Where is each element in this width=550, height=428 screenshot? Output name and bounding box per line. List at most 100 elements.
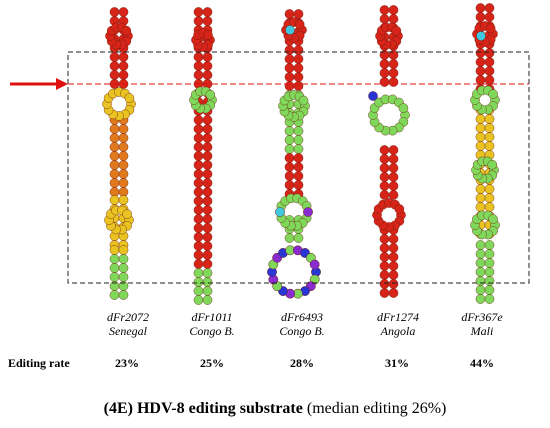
nucleotide bbox=[193, 214, 204, 224]
nucleotide bbox=[275, 207, 285, 217]
nucleotide bbox=[475, 3, 486, 13]
structure-label-dFr367e: dFr367e Mali bbox=[442, 310, 522, 338]
nucleotide bbox=[388, 261, 399, 271]
nucleotide bbox=[475, 193, 486, 203]
nucleotide bbox=[193, 133, 204, 143]
nucleotide bbox=[488, 89, 498, 99]
nucleotide bbox=[484, 66, 495, 76]
nucleotide bbox=[284, 45, 295, 55]
nucleotide bbox=[284, 63, 295, 73]
nucleotide bbox=[202, 16, 213, 26]
nucleotide bbox=[484, 193, 495, 203]
nucleotide bbox=[379, 68, 390, 78]
nucleotide bbox=[124, 93, 135, 103]
nucleotide bbox=[379, 59, 390, 69]
nucleotide bbox=[293, 45, 304, 55]
nucleotide bbox=[118, 245, 129, 255]
nucleotide bbox=[202, 259, 213, 269]
nucleotide bbox=[118, 151, 129, 161]
nucleotide bbox=[484, 48, 495, 58]
nucleotide bbox=[202, 286, 213, 296]
nucleotide bbox=[368, 91, 378, 101]
nucleotide bbox=[293, 63, 304, 73]
nucleotide bbox=[484, 285, 495, 295]
nucleotide bbox=[379, 261, 390, 271]
structure-name: dFr2072 bbox=[107, 310, 149, 324]
nucleotide bbox=[388, 5, 399, 15]
nucleotide bbox=[475, 285, 486, 295]
nucleotide bbox=[202, 277, 213, 287]
nucleotide bbox=[475, 114, 486, 124]
nucleotide bbox=[284, 81, 295, 91]
nucleotide bbox=[293, 233, 304, 243]
structure-origin: Congo B. bbox=[189, 324, 235, 338]
nucleotide bbox=[391, 25, 402, 36]
nucleotide bbox=[484, 141, 495, 151]
nucleotide bbox=[118, 133, 129, 143]
nucleotide bbox=[293, 153, 304, 163]
nucleotide bbox=[487, 159, 498, 170]
nucleotide bbox=[109, 124, 120, 134]
nucleotide bbox=[475, 276, 486, 286]
nucleotide bbox=[202, 187, 213, 197]
nucleotide bbox=[202, 115, 213, 125]
nucleotide bbox=[109, 133, 120, 143]
nucleotide bbox=[293, 144, 304, 154]
nucleotide bbox=[379, 181, 390, 191]
structure-label-dFr1011: dFr1011 Congo B. bbox=[172, 310, 252, 338]
nucleotide bbox=[193, 160, 204, 170]
editing-rate-dFr2072: 23% bbox=[115, 356, 139, 370]
nucleotide bbox=[475, 294, 486, 304]
editing-rate-dFr6493: 28% bbox=[290, 356, 314, 370]
nucleotide bbox=[193, 232, 204, 242]
structure-label-dFr1274: dFr1274 Angola bbox=[358, 310, 438, 338]
nucleotide bbox=[475, 240, 486, 250]
nucleotide bbox=[202, 160, 213, 170]
nucleotide bbox=[118, 7, 129, 17]
nucleotide bbox=[488, 214, 498, 224]
nucleotide bbox=[484, 249, 495, 259]
nucleotide bbox=[193, 70, 204, 80]
nucleotide bbox=[202, 232, 213, 242]
nucleotide bbox=[379, 77, 390, 87]
nucleotide bbox=[193, 277, 204, 287]
nucleotide bbox=[388, 163, 399, 173]
nucleotide bbox=[118, 52, 129, 62]
nucleotide bbox=[484, 57, 495, 67]
structure-origin: Mali bbox=[470, 324, 494, 338]
nucleotide bbox=[293, 81, 304, 91]
nucleotide bbox=[398, 103, 409, 113]
nucleotide bbox=[298, 95, 309, 106]
nucleotide bbox=[475, 12, 486, 22]
nucleotide bbox=[379, 243, 390, 253]
nucleotide bbox=[293, 126, 304, 136]
nucleotide bbox=[118, 272, 129, 282]
nucleotide bbox=[193, 295, 204, 305]
nucleotide bbox=[388, 154, 399, 164]
nucleotide bbox=[388, 172, 399, 182]
nucleotide bbox=[484, 294, 495, 304]
nucleotide bbox=[202, 223, 213, 233]
nucleotide bbox=[475, 141, 486, 151]
nucleotide bbox=[284, 72, 295, 82]
nucleotide bbox=[193, 142, 204, 152]
nucleotide bbox=[109, 160, 120, 170]
nucleotide bbox=[202, 250, 213, 260]
nucleotide bbox=[193, 196, 204, 206]
nucleotide bbox=[202, 295, 213, 305]
nucleotide bbox=[293, 162, 304, 172]
nucleotide bbox=[118, 124, 129, 134]
nucleotide bbox=[484, 114, 495, 124]
structure-name: dFr1274 bbox=[377, 310, 419, 324]
nucleotide bbox=[388, 59, 399, 69]
nucleotide bbox=[193, 52, 204, 62]
nucleotide bbox=[109, 263, 120, 273]
nucleotide bbox=[388, 77, 399, 87]
nucleotide bbox=[475, 48, 486, 58]
nucleotide bbox=[303, 207, 313, 217]
nucleotide bbox=[388, 252, 399, 262]
nucleotide bbox=[475, 66, 486, 76]
nucleotide bbox=[193, 115, 204, 125]
nucleotide bbox=[293, 72, 304, 82]
nucleotide bbox=[202, 61, 213, 71]
